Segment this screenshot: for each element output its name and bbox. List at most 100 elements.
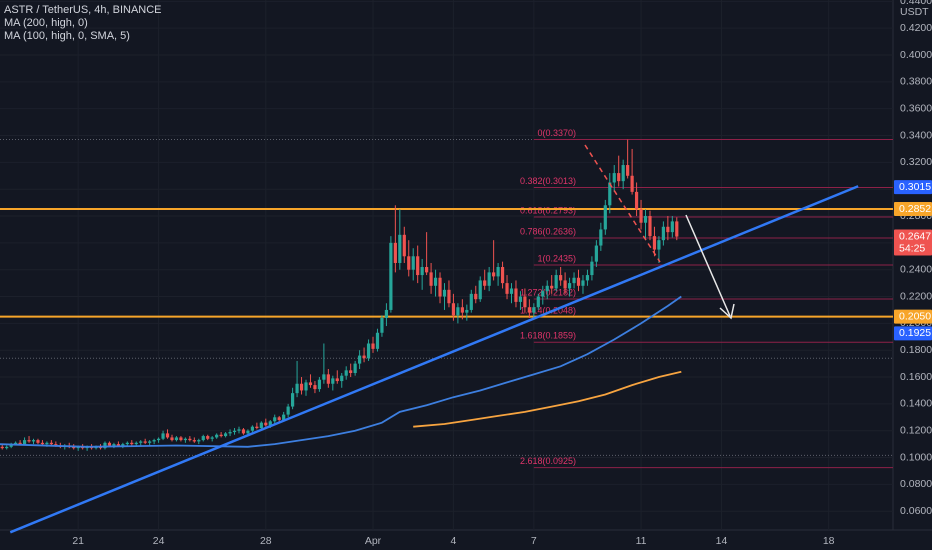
candle-body [241, 429, 246, 434]
candle-body [362, 355, 366, 359]
candle-body [201, 436, 205, 441]
candle-body [134, 442, 138, 445]
candle-body [541, 291, 545, 297]
candle-body [286, 406, 290, 415]
candle-body [9, 444, 13, 447]
candle-body [384, 309, 389, 318]
candle-body [652, 236, 657, 250]
candle-body [576, 277, 581, 286]
candle-body [223, 433, 228, 437]
candle-body [116, 444, 120, 446]
candle-body [402, 234, 406, 257]
candle-body [228, 432, 232, 434]
candle-body [585, 275, 590, 281]
candle-body [349, 370, 353, 374]
arrow-head [719, 303, 735, 320]
x-tick-label: 28 [260, 535, 272, 547]
candle-body [581, 280, 585, 286]
candle-body [639, 209, 643, 223]
candle-body [179, 437, 183, 441]
candle-body [621, 165, 625, 182]
candle-body [313, 385, 317, 390]
trend-line [9, 185, 859, 534]
candle-body [210, 437, 214, 439]
candle-body [429, 272, 433, 286]
fib-label: 0.382(0.3013) [520, 176, 576, 186]
y-tick-label: 0.3800 [900, 76, 932, 88]
candle-body [304, 382, 308, 391]
y-tick-label: 0.1600 [900, 371, 932, 383]
candle-body [447, 289, 451, 304]
candle-body [523, 296, 527, 308]
candle-body [219, 434, 223, 437]
candle-body [54, 444, 58, 446]
price-badge [894, 229, 932, 256]
candle-body [563, 280, 567, 289]
y-tick-label: 0.0600 [900, 505, 932, 517]
candle-body [438, 277, 442, 297]
legend-entry: MA (100, high, 0, SMA, 5) [4, 30, 130, 42]
candle-body [264, 422, 268, 426]
y-tick-label: 0.3400 [900, 129, 932, 141]
x-tick-label: Apr [365, 535, 382, 547]
candle-body [282, 414, 286, 420]
candle-body [478, 280, 482, 300]
candle-body [416, 256, 420, 276]
candle-body [366, 343, 371, 359]
candle-body [291, 393, 295, 407]
candle-body [657, 240, 661, 250]
candle-body [509, 288, 514, 294]
candle-body [340, 375, 344, 382]
candle-body [143, 441, 147, 443]
candle-body [36, 440, 40, 443]
candle-body [148, 441, 152, 443]
candle-body [469, 293, 473, 310]
fib-label: 1(0.2435) [537, 253, 576, 263]
candle-body [407, 256, 411, 270]
y-tick-label: 0.1400 [900, 398, 932, 410]
candle-body [197, 440, 201, 442]
moving-average [0, 295, 682, 448]
candle-body [643, 216, 648, 223]
candle-body [125, 442, 129, 445]
candle-body [335, 378, 339, 382]
candle-body [518, 296, 523, 302]
candle-body [626, 165, 630, 176]
candle-body [331, 378, 335, 384]
candle-body [161, 433, 165, 439]
candle-body [5, 446, 9, 449]
price-badge-label: 0.1925 [899, 327, 931, 339]
candle-body [608, 182, 612, 206]
y-tick-label: 0.2400 [900, 263, 932, 275]
candle-body [487, 272, 491, 286]
candle-body [398, 234, 402, 263]
candle-body [465, 309, 469, 313]
moving-average [413, 370, 682, 428]
candle-body [22, 440, 27, 445]
candle-body [215, 434, 219, 438]
fib-label: 2.618(0.0925) [520, 456, 576, 466]
x-tick-label: 21 [72, 535, 84, 547]
candle-body [514, 288, 518, 302]
fib-label: 1.414(0.2048) [520, 305, 576, 315]
candle-body [594, 245, 598, 262]
candle-body [308, 382, 313, 386]
fib-label: 1.272(0.2182) [520, 287, 576, 297]
candle-body [103, 442, 107, 449]
y-tick-label: 0.4200 [900, 22, 932, 34]
candle-body [250, 426, 254, 431]
candle-body [326, 374, 330, 384]
x-tick-label: 7 [531, 535, 537, 547]
price-badge [894, 202, 932, 217]
candle-body [559, 275, 563, 281]
candle-body [237, 429, 241, 431]
candle-body [232, 430, 237, 433]
candle-body [675, 221, 679, 237]
candle-body [505, 283, 509, 294]
candle-body [492, 272, 496, 277]
candle-body [152, 440, 156, 442]
candle-body [661, 226, 665, 241]
candle-body [45, 442, 49, 445]
candle-body [380, 318, 384, 333]
